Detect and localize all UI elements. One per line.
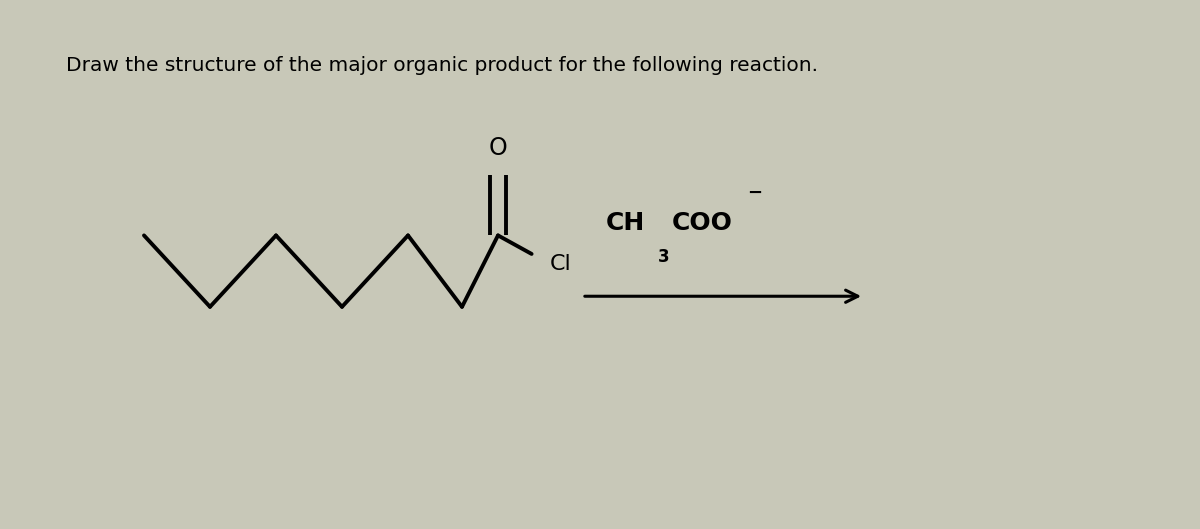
Text: 3: 3	[658, 248, 670, 266]
Text: COO: COO	[672, 211, 733, 235]
Text: Cl: Cl	[550, 254, 571, 275]
Text: Draw the structure of the major organic product for the following reaction.: Draw the structure of the major organic …	[66, 56, 818, 75]
Text: −: −	[748, 185, 763, 203]
Text: CH: CH	[606, 211, 646, 235]
Text: O: O	[488, 136, 508, 160]
